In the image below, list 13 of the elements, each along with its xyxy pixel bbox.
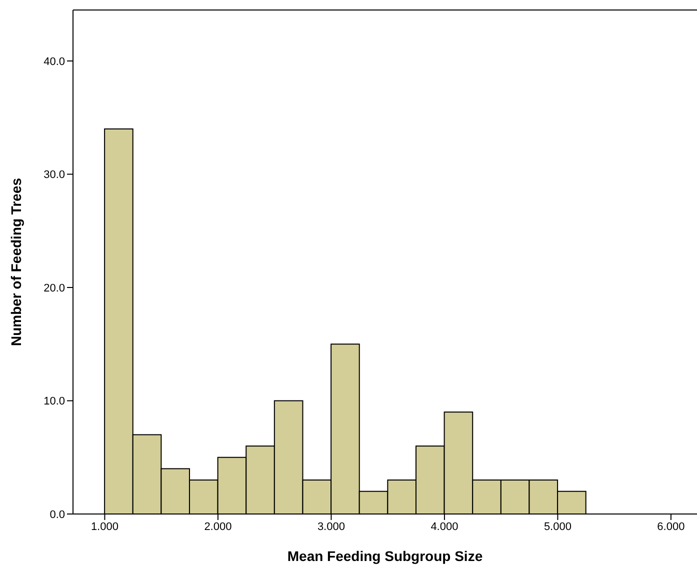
y-tick-label: 10.0 <box>44 396 65 408</box>
y-tick-label: 20.0 <box>44 282 65 294</box>
x-tick-label: 3.000 <box>317 520 345 533</box>
x-tick-label: 4.000 <box>430 520 458 533</box>
y-tick-label: 40.0 <box>44 56 65 68</box>
y-tick-label: 0.0 <box>50 508 65 521</box>
x-tick-label: 6.000 <box>657 520 685 533</box>
y-tick-label: 30.0 <box>44 169 65 182</box>
x-tick-label: 5.000 <box>544 520 572 533</box>
x-tick-label: 1.000 <box>90 520 118 533</box>
y-axis-title: Number of Feeding Trees <box>8 178 24 346</box>
x-tick-label: 2.000 <box>204 520 232 533</box>
x-axis-title: Mean Feeding Subgroup Size <box>287 548 483 564</box>
